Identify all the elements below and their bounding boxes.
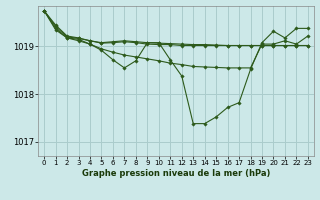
X-axis label: Graphe pression niveau de la mer (hPa): Graphe pression niveau de la mer (hPa)	[82, 169, 270, 178]
